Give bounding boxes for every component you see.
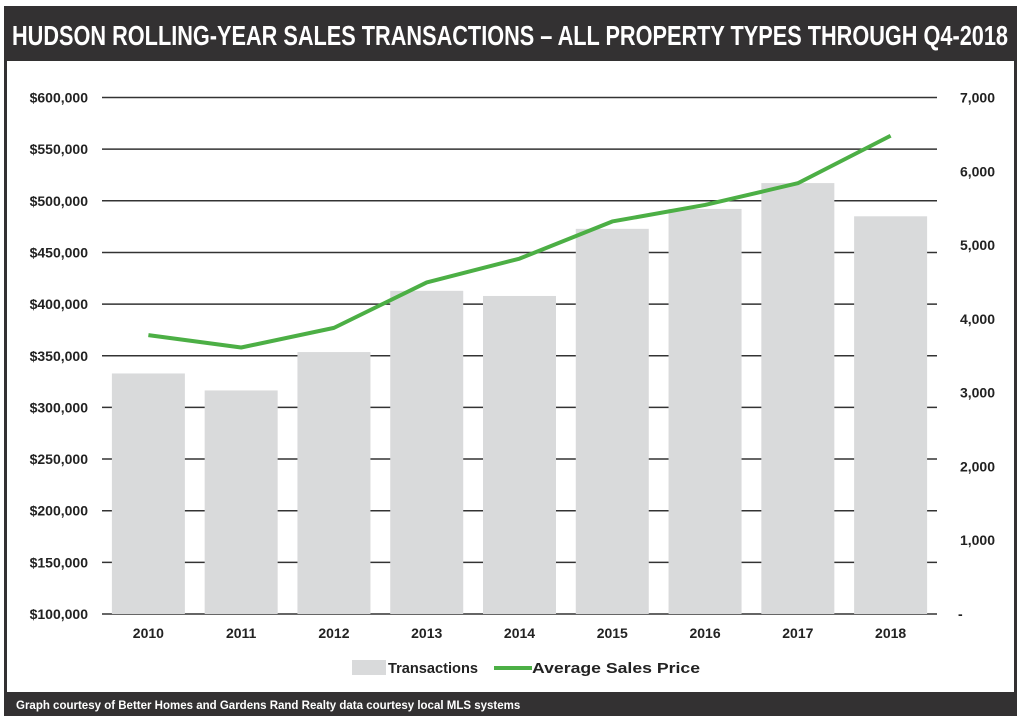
bar-2011 <box>204 390 278 614</box>
right-tick-label: 5,000 <box>960 237 995 253</box>
right-tick-label: 1,000 <box>960 532 995 548</box>
legend-label-price: Average Sales Price <box>532 660 700 677</box>
legend-label-transactions: Transactions <box>388 660 478 677</box>
legend-swatch-transactions <box>352 660 386 675</box>
footer-credit: Graph courtesy of Better Homes and Garde… <box>16 700 520 712</box>
bar-2010 <box>111 373 185 614</box>
bar-2015 <box>575 228 649 615</box>
tick-labels: $100,000 $150,000 $200,000 $250,000 $300,000… <box>30 90 996 642</box>
x-tick-label: 2018 <box>875 625 906 641</box>
left-tick-label: $350,000 <box>30 348 89 364</box>
left-tick-label: $200,000 <box>30 503 89 519</box>
right-tick-label: 4,000 <box>960 311 995 327</box>
x-tick-label: 2014 <box>504 625 535 641</box>
left-tick-label: $150,000 <box>30 554 89 570</box>
left-tick-label: $500,000 <box>30 193 89 209</box>
bar-2017 <box>761 183 835 614</box>
right-tick-label: 7,000 <box>960 90 995 106</box>
bar-2016 <box>668 208 742 614</box>
x-tick-label: 2015 <box>597 625 628 641</box>
x-tick-label: 2016 <box>689 625 720 641</box>
bars <box>111 183 928 615</box>
left-tick-label: $600,000 <box>30 90 89 106</box>
x-tick-label: 2011 <box>226 625 257 641</box>
x-tick-label: 2013 <box>411 625 442 641</box>
price-line <box>148 133 892 350</box>
x-tick-label: 2012 <box>318 625 349 641</box>
right-tick-label: - <box>958 606 963 622</box>
bar-2013 <box>390 290 464 614</box>
x-tick-label: 2010 <box>133 625 164 641</box>
left-tick-label: $250,000 <box>30 451 89 467</box>
right-tick-label: 2,000 <box>960 458 995 474</box>
legend: Transactions Average Sales Price <box>352 660 700 677</box>
left-tick-label: $550,000 <box>30 141 89 157</box>
bar-2018 <box>854 216 928 615</box>
left-tick-label: $400,000 <box>30 296 89 312</box>
x-tick-label: 2017 <box>782 625 813 641</box>
chart-title: HUDSON ROLLING-YEAR SALES TRANSACTIONS –… <box>12 20 1008 51</box>
bar-2012 <box>297 352 371 614</box>
right-tick-label: 3,000 <box>960 385 995 401</box>
left-tick-label: $450,000 <box>30 244 89 260</box>
left-tick-label: $300,000 <box>30 399 89 415</box>
left-tick-label: $100,000 <box>30 606 89 622</box>
right-tick-label: 6,000 <box>960 163 995 179</box>
bar-2014 <box>483 295 556 614</box>
